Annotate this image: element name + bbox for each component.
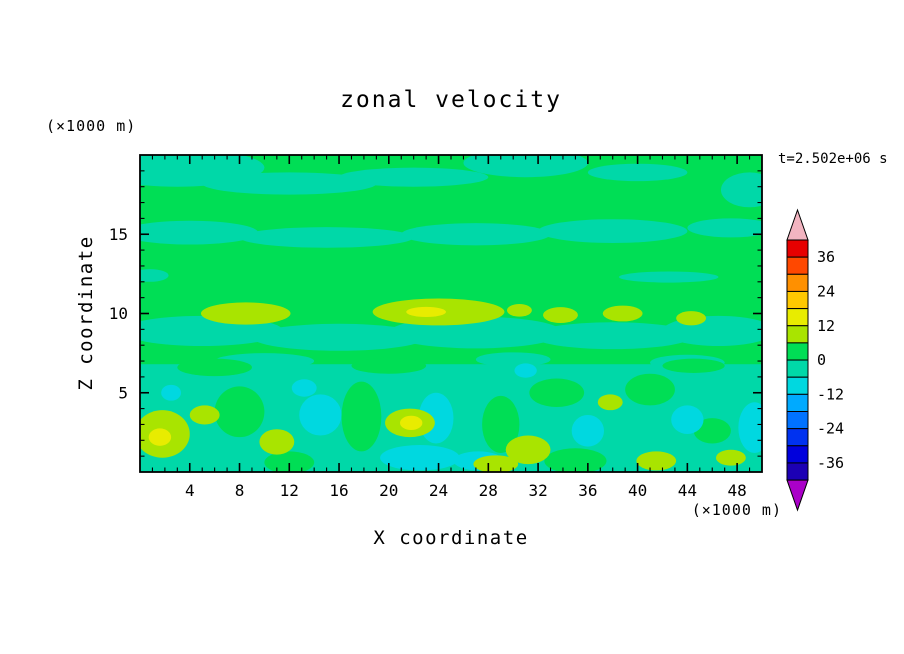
colorbar-segment: [786, 273, 809, 292]
contour-region: [341, 381, 382, 452]
chart-title: zonal velocity: [340, 87, 562, 113]
contour-region: [636, 451, 677, 471]
z-axis-title: Z coordinate: [75, 235, 97, 391]
contour-region: [259, 429, 295, 455]
colorbar-tick-label: 12: [817, 317, 835, 335]
contour-region: [291, 379, 317, 397]
colorbar-segment: [786, 445, 809, 464]
contour-region: [587, 163, 688, 182]
colorbar-tick-label: 0: [817, 351, 826, 369]
contour-region: [482, 395, 520, 453]
contour-region: [202, 172, 377, 195]
contour-region: [693, 418, 731, 444]
x-tick-label: 4: [185, 481, 195, 500]
colorbar-tick-label: 24: [817, 282, 835, 300]
x-tick-label: 24: [429, 481, 448, 500]
colorbar-segment: [786, 411, 809, 430]
contour-region: [676, 311, 707, 326]
contour-region: [715, 449, 746, 466]
contour-region: [571, 414, 605, 447]
time-annotation: t=2.502e+06 s: [778, 151, 888, 167]
contour-region: [602, 305, 643, 322]
contour-region: [140, 269, 169, 282]
contour-region: [671, 405, 704, 434]
colorbar-segment: [786, 290, 809, 310]
colorbar-tick-label: -12: [817, 385, 844, 403]
contour-region: [597, 394, 623, 411]
contour-region: [738, 402, 762, 453]
contour-region: [531, 322, 694, 350]
x-tick-label: 12: [280, 481, 299, 500]
x-tick-label: 16: [329, 481, 348, 500]
contour-region: [473, 455, 519, 472]
contour-region: [161, 384, 182, 401]
contour-region: [148, 428, 172, 446]
contour-region: [399, 415, 423, 430]
contour-region: [662, 358, 725, 373]
colorbar-segment: [786, 256, 809, 275]
contour-region: [463, 155, 588, 178]
contour-region: [529, 378, 585, 408]
colorbar-segment: [786, 239, 809, 258]
x-tick-label: 36: [578, 481, 597, 500]
z-tick-label: 15: [109, 225, 128, 244]
x-tick-label: 32: [528, 481, 547, 500]
contour-region: [475, 352, 551, 367]
x-tick-label: 20: [379, 481, 398, 500]
contour-region: [538, 219, 688, 243]
contour-region: [544, 448, 607, 472]
contour-region: [351, 357, 427, 374]
contour-region: [251, 323, 427, 351]
contour-region: [380, 445, 460, 471]
contour-region: [687, 218, 762, 238]
contour-region: [720, 172, 762, 208]
contour-region: [177, 358, 252, 377]
colorbar-tick-label: -24: [817, 420, 844, 438]
contour-region: [514, 363, 537, 378]
contour-region: [543, 307, 578, 324]
colorbar-under-arrow: [786, 479, 809, 512]
contour-field: [140, 155, 762, 472]
z-tick-label: 10: [109, 304, 128, 323]
x-tick-label: 40: [628, 481, 647, 500]
x-axis-units-label: (×1000 m): [691, 501, 782, 519]
colorbar-over-arrow: [786, 208, 809, 241]
colorbar-tick-label: -36: [817, 454, 844, 472]
contour-region: [299, 394, 342, 436]
contour-region: [625, 373, 675, 406]
colorbar-segment: [786, 428, 809, 447]
colorbar-segment: [786, 325, 809, 344]
contour-region: [506, 303, 532, 317]
contour-region: [214, 386, 265, 438]
colorbar-segment: [786, 376, 809, 395]
x-axis-title: X coordinate: [373, 527, 529, 549]
x-tick-label: 28: [479, 481, 498, 500]
contour-region: [189, 405, 220, 425]
z-tick-label: 5: [118, 383, 128, 402]
colorbar-segment: [786, 359, 809, 378]
z-axis-units-label: (×1000 m): [46, 117, 137, 135]
x-tick-label: 8: [235, 481, 245, 500]
colorbar-segment: [786, 308, 809, 327]
contour-region: [618, 271, 719, 283]
colorbar-segment: [786, 342, 809, 361]
contour-region: [239, 227, 414, 248]
contour-region: [200, 302, 291, 325]
x-tick-label: 44: [678, 481, 697, 500]
contour-region: [505, 435, 551, 465]
contour-region: [401, 223, 551, 246]
colorbar-tick-label: 36: [817, 248, 835, 266]
contour-region: [339, 167, 489, 187]
contour-region: [264, 451, 315, 472]
x-tick-label: 48: [727, 481, 746, 500]
colorbar-segment: [786, 462, 809, 481]
colorbar-segment: [786, 393, 809, 413]
contour-region: [406, 306, 447, 317]
contour-region: [140, 220, 259, 245]
